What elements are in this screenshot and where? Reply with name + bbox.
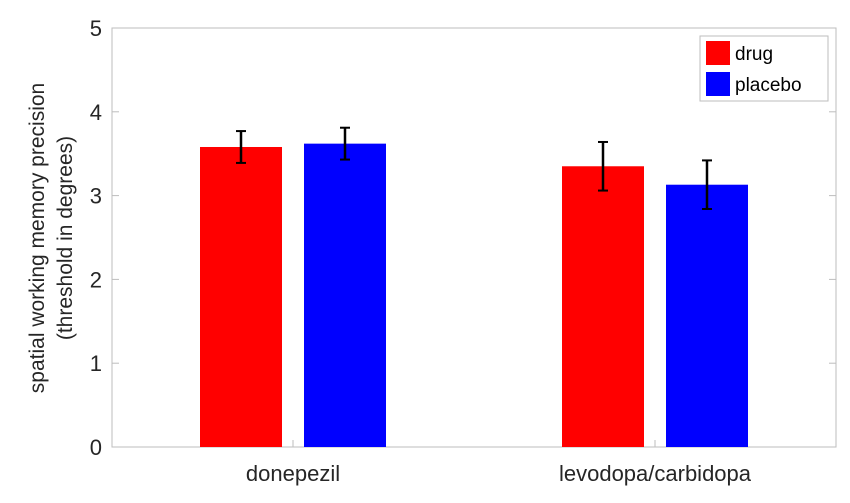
y-axis-title-line-2: (threshold in degrees) bbox=[54, 136, 77, 340]
y-tick-label: 3 bbox=[90, 184, 102, 209]
y-tick-label: 4 bbox=[90, 100, 102, 125]
bar-placebo-levodopa-carbidopa bbox=[666, 184, 748, 447]
legend: drug placebo bbox=[699, 35, 829, 102]
legend-label-placebo: placebo bbox=[735, 75, 802, 96]
bars-group bbox=[200, 143, 748, 448]
x-tick-label-donepezil: donepezil bbox=[246, 461, 340, 486]
y-tick-label: 5 bbox=[90, 16, 102, 41]
legend-swatch-drug bbox=[706, 41, 730, 65]
x-axis: donepezil levodopa/carbidopa bbox=[246, 440, 752, 486]
error-bars-group bbox=[236, 126, 712, 211]
legend-swatch-placebo bbox=[706, 72, 730, 96]
bar-drug-donepezil bbox=[200, 146, 282, 447]
y-tick-label: 1 bbox=[90, 351, 102, 376]
x-tick-label-levodopa-carbidopa: levodopa/carbidopa bbox=[559, 461, 752, 486]
y-axis: 0 1 2 3 4 5 bbox=[90, 16, 836, 460]
y-axis-title-line-1: spatial working memory precision bbox=[26, 83, 49, 393]
bar-placebo-donepezil bbox=[304, 143, 386, 448]
y-tick-label: 0 bbox=[90, 435, 102, 460]
bar-drug-levodopa-carbidopa bbox=[562, 166, 644, 447]
legend-label-drug: drug bbox=[735, 44, 773, 65]
y-tick-label: 2 bbox=[90, 267, 102, 292]
